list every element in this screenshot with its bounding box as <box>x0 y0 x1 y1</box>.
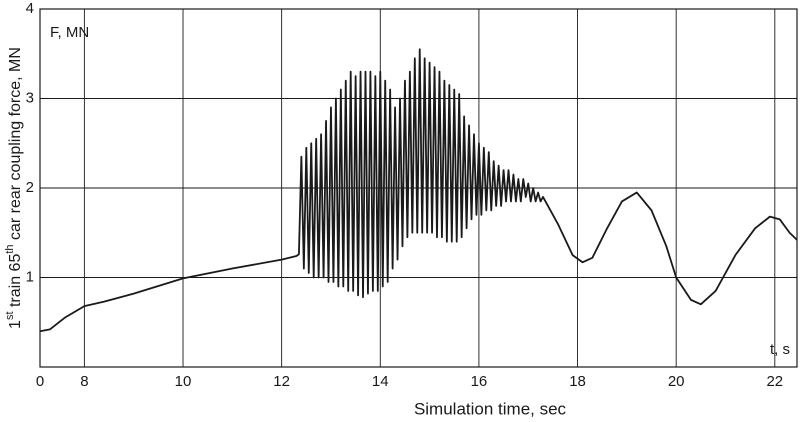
y-tick-label: 0 <box>36 373 44 390</box>
y-axis-label: 1st train 65th car rear coupling force, … <box>4 47 24 329</box>
data-line <box>39 48 798 333</box>
x-tick-label: 18 <box>569 373 586 390</box>
x-tick-label: 14 <box>372 373 389 390</box>
x-axis-label: Simulation time, sec <box>414 399 567 418</box>
x-tick-label: 10 <box>175 373 192 390</box>
y-tick-label: 4 <box>26 0 34 17</box>
y-tick-label: 2 <box>26 179 34 196</box>
y-unit-annotation: F, MN <box>50 24 89 41</box>
x-tick-label: 8 <box>80 373 88 390</box>
x-tick-label: 12 <box>273 373 290 390</box>
y-tick-label: 1 <box>26 268 34 285</box>
x-tick-label: 16 <box>471 373 488 390</box>
y-tick-label: 3 <box>26 89 34 106</box>
x-unit-annotation: t, s <box>770 341 790 358</box>
x-tick-label: 22 <box>766 373 783 390</box>
x-tick-label: 20 <box>668 373 685 390</box>
